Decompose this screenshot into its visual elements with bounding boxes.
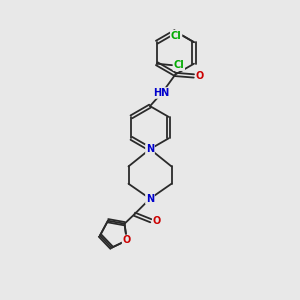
Text: HN: HN [153,88,170,98]
Text: O: O [196,71,204,81]
Text: N: N [146,144,154,154]
Text: N: N [146,194,154,204]
Text: Cl: Cl [173,60,184,70]
Text: Cl: Cl [171,31,182,40]
Text: O: O [123,236,131,245]
Text: O: O [153,216,161,226]
